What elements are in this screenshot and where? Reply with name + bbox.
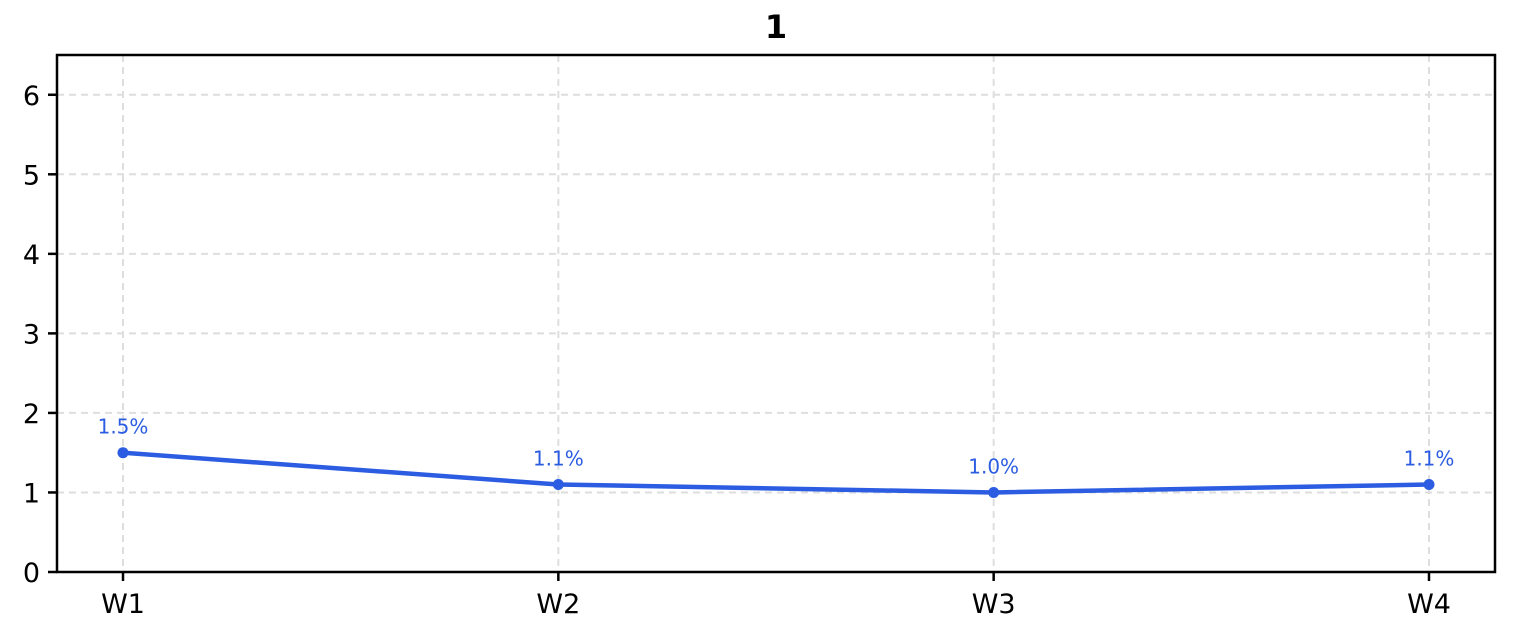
- y-tick-label: 5: [23, 160, 40, 191]
- data-point-marker: [552, 479, 564, 491]
- x-tick-label: W1: [101, 589, 145, 620]
- data-point-marker: [988, 486, 1000, 498]
- plot-border: [55, 53, 1497, 574]
- y-tick-label: 1: [23, 478, 40, 509]
- x-tick-label: W2: [536, 589, 580, 620]
- data-point-label: 1.0%: [968, 454, 1019, 478]
- x-tick-label: W3: [972, 589, 1016, 620]
- y-tick-label: 3: [23, 319, 40, 350]
- y-tick-label: 4: [23, 240, 40, 271]
- data-point-marker: [117, 447, 129, 459]
- data-point-label: 1.5%: [98, 415, 149, 439]
- data-point-marker: [1423, 479, 1435, 491]
- y-tick-label: 0: [23, 558, 40, 589]
- x-tick-label: W4: [1407, 589, 1451, 620]
- data-point-label: 1.1%: [533, 447, 584, 471]
- y-tick-label: 2: [23, 399, 40, 430]
- y-tick-label: 6: [23, 81, 40, 112]
- data-point-label: 1.1%: [1404, 447, 1455, 471]
- series-line: [120, 450, 1432, 495]
- chart-title: 1: [764, 8, 788, 46]
